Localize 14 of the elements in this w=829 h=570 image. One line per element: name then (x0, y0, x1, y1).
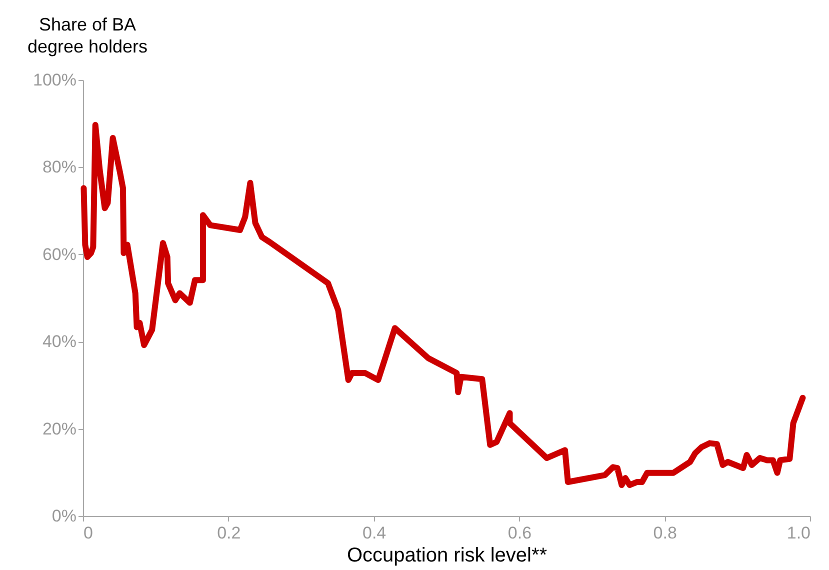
x-tick-label: 0.6 (508, 524, 532, 542)
x-axis-title: Occupation risk level** (346, 544, 548, 566)
y-tick-label: 20% (42, 419, 76, 438)
y-tick-label: 0% (52, 506, 76, 526)
y-tick-label: 40% (42, 332, 76, 352)
x-tick-label: 0.2 (217, 524, 241, 542)
x-tick-label: 0.8 (653, 524, 677, 542)
y-tick-label: 60% (42, 244, 76, 264)
y-tick-label: 100% (33, 70, 76, 90)
x-tick-label: 0.4 (362, 524, 386, 542)
x-tick-label: 1.0 (786, 524, 810, 542)
y-tick-label: 80% (42, 158, 76, 177)
y-axis-title: Share of BA degree holders (27, 14, 148, 56)
x-tick-label: 0 (84, 524, 93, 542)
